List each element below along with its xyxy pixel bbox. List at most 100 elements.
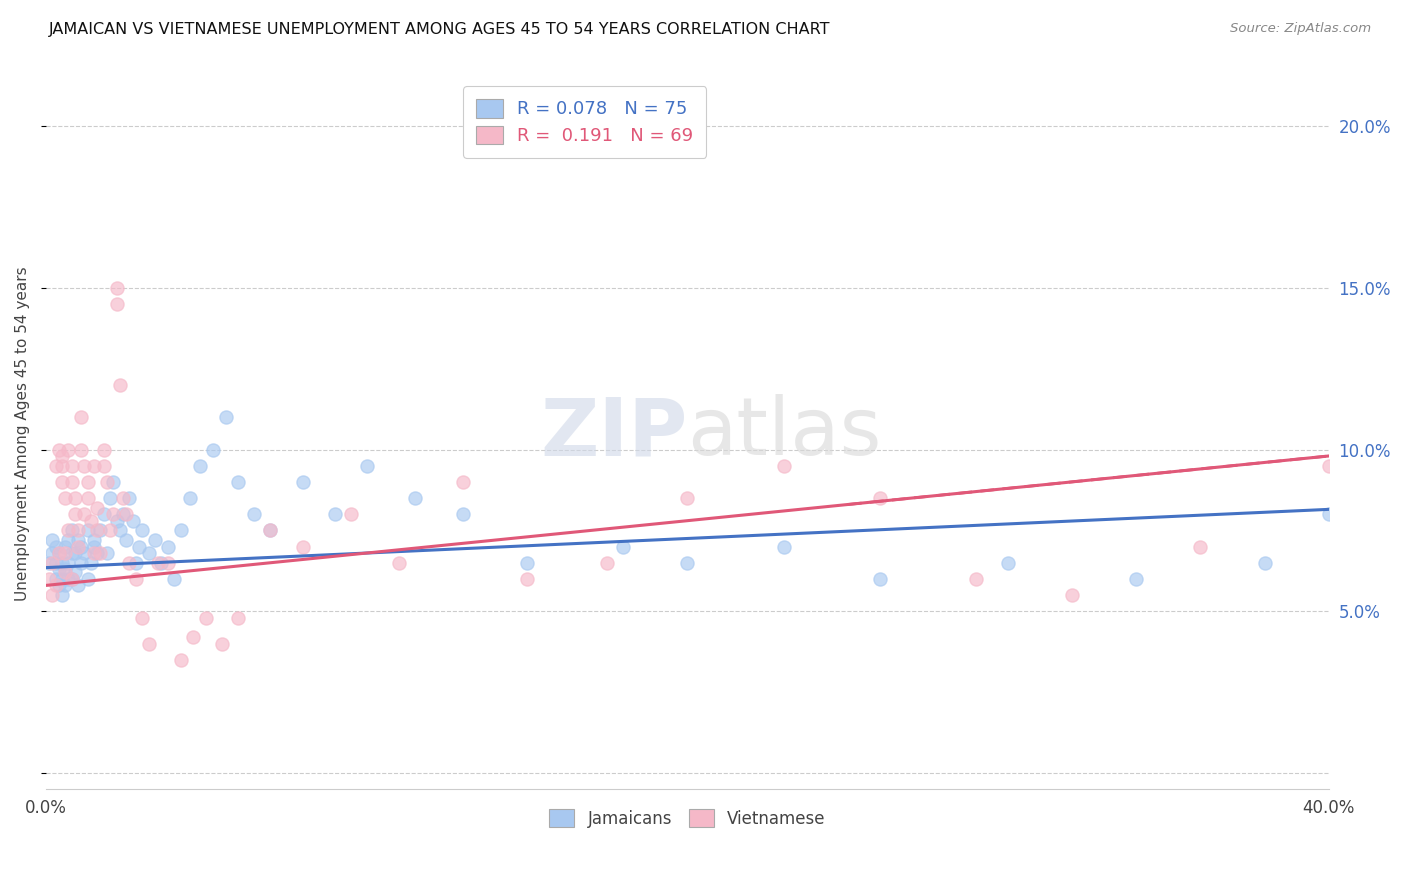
Point xyxy=(125,572,148,586)
Y-axis label: Unemployment Among Ages 45 to 54 years: Unemployment Among Ages 45 to 54 years xyxy=(15,266,30,600)
Point xyxy=(156,556,179,570)
Point xyxy=(108,377,131,392)
Point xyxy=(73,546,96,560)
Point xyxy=(83,540,105,554)
Point xyxy=(51,458,73,473)
Point xyxy=(41,588,63,602)
Point xyxy=(63,566,86,580)
Point xyxy=(148,556,170,570)
Point xyxy=(48,546,70,560)
Point xyxy=(48,442,70,457)
Point xyxy=(67,540,90,554)
Point xyxy=(103,507,125,521)
Point xyxy=(195,611,218,625)
Point xyxy=(45,556,67,570)
Point xyxy=(45,458,67,473)
Point xyxy=(118,556,141,570)
Point xyxy=(67,533,90,547)
Point xyxy=(612,540,634,554)
Point xyxy=(131,524,153,538)
Point xyxy=(76,572,98,586)
Point xyxy=(1189,540,1212,554)
Point xyxy=(67,578,90,592)
Point xyxy=(83,546,105,560)
Point xyxy=(169,653,191,667)
Point xyxy=(58,524,80,538)
Point xyxy=(108,524,131,538)
Point xyxy=(80,514,103,528)
Point xyxy=(997,556,1019,570)
Point xyxy=(60,546,83,560)
Point xyxy=(51,475,73,489)
Point xyxy=(243,507,266,521)
Point xyxy=(96,546,118,560)
Point xyxy=(70,410,93,425)
Point xyxy=(58,533,80,547)
Point xyxy=(676,491,699,505)
Point xyxy=(1317,458,1340,473)
Point xyxy=(128,540,150,554)
Point xyxy=(48,578,70,592)
Point xyxy=(179,491,201,505)
Point xyxy=(53,566,76,580)
Point xyxy=(772,458,794,473)
Point xyxy=(51,556,73,570)
Point xyxy=(53,546,76,560)
Point xyxy=(70,540,93,554)
Point xyxy=(48,546,70,560)
Point xyxy=(163,572,186,586)
Point xyxy=(772,540,794,554)
Point xyxy=(451,475,474,489)
Point xyxy=(70,556,93,570)
Point xyxy=(45,578,67,592)
Point xyxy=(115,533,138,547)
Point xyxy=(76,475,98,489)
Point xyxy=(86,524,108,538)
Point xyxy=(183,630,205,644)
Point xyxy=(228,475,250,489)
Point xyxy=(93,442,115,457)
Point xyxy=(115,507,138,521)
Point xyxy=(98,524,121,538)
Point xyxy=(83,533,105,547)
Point xyxy=(111,491,134,505)
Point xyxy=(156,540,179,554)
Point xyxy=(63,507,86,521)
Point xyxy=(63,491,86,505)
Point xyxy=(45,572,67,586)
Point xyxy=(259,524,281,538)
Point xyxy=(201,442,224,457)
Point xyxy=(73,507,96,521)
Point xyxy=(38,572,60,586)
Point xyxy=(118,491,141,505)
Point xyxy=(291,540,314,554)
Point xyxy=(869,491,891,505)
Point xyxy=(60,475,83,489)
Point xyxy=(143,533,166,547)
Point xyxy=(1253,556,1275,570)
Point xyxy=(516,556,538,570)
Point xyxy=(53,578,76,592)
Point xyxy=(89,546,111,560)
Point xyxy=(63,546,86,560)
Point xyxy=(214,410,236,425)
Point xyxy=(516,572,538,586)
Point xyxy=(121,514,143,528)
Point xyxy=(80,556,103,570)
Point xyxy=(73,458,96,473)
Point xyxy=(51,449,73,463)
Point xyxy=(131,611,153,625)
Point xyxy=(869,572,891,586)
Point xyxy=(188,458,211,473)
Point xyxy=(93,458,115,473)
Text: ZIP: ZIP xyxy=(540,394,688,473)
Point xyxy=(1062,588,1084,602)
Text: atlas: atlas xyxy=(688,394,882,473)
Point xyxy=(98,491,121,505)
Point xyxy=(103,475,125,489)
Point xyxy=(451,507,474,521)
Point xyxy=(51,572,73,586)
Point xyxy=(51,588,73,602)
Point xyxy=(86,500,108,515)
Point xyxy=(169,524,191,538)
